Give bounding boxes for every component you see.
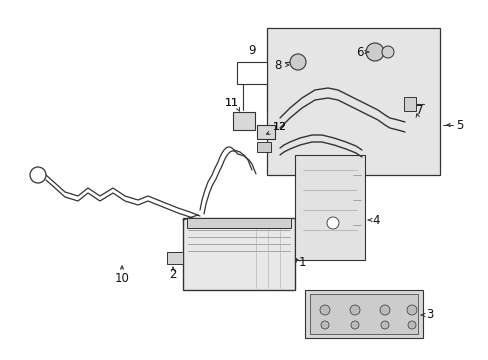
Bar: [237, 62, 266, 84]
Bar: [257, 142, 270, 152]
Text: 2: 2: [169, 269, 176, 282]
Bar: [266, 28, 439, 175]
Bar: [183, 218, 294, 290]
Text: 1: 1: [298, 256, 305, 269]
Circle shape: [320, 321, 328, 329]
Text: 6: 6: [356, 45, 363, 59]
Text: 12: 12: [272, 122, 286, 132]
Circle shape: [406, 305, 416, 315]
Bar: [305, 290, 422, 338]
Bar: [167, 252, 183, 264]
Circle shape: [349, 305, 359, 315]
Circle shape: [365, 43, 383, 61]
Bar: [309, 294, 417, 334]
Bar: [294, 155, 364, 260]
Circle shape: [289, 54, 305, 70]
Bar: [232, 112, 254, 130]
Text: 7: 7: [415, 104, 423, 117]
Text: 9: 9: [248, 44, 255, 57]
Text: 3: 3: [426, 309, 433, 321]
Text: 11: 11: [224, 98, 239, 108]
Text: 4: 4: [371, 213, 379, 226]
Text: 12: 12: [272, 122, 286, 132]
Circle shape: [319, 305, 329, 315]
Circle shape: [407, 321, 415, 329]
Circle shape: [30, 167, 46, 183]
Text: 11: 11: [224, 98, 239, 108]
Circle shape: [326, 217, 338, 229]
Text: 8: 8: [274, 59, 281, 72]
Bar: [257, 125, 274, 139]
Circle shape: [350, 321, 358, 329]
Circle shape: [380, 321, 388, 329]
Bar: [186, 218, 290, 228]
Circle shape: [381, 46, 393, 58]
Text: 5: 5: [455, 118, 463, 131]
Text: 10: 10: [114, 271, 129, 284]
Circle shape: [379, 305, 389, 315]
Bar: [403, 97, 415, 111]
